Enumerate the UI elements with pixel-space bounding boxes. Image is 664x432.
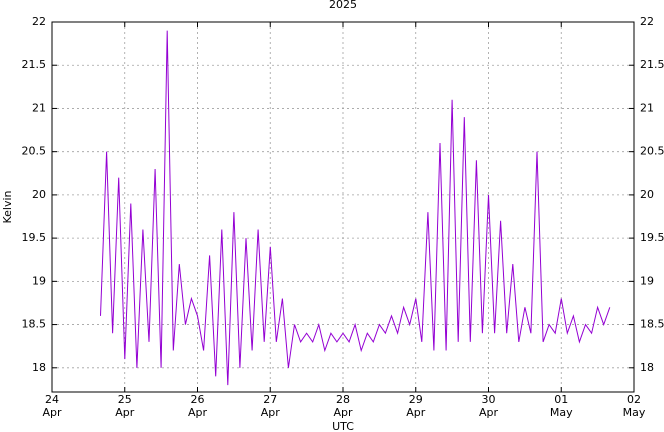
x-tick-label: 27 Apr	[260, 393, 280, 419]
plot-frame	[51, 21, 635, 393]
y-tick-label: 21.5	[22, 58, 47, 71]
y-tick-label: 19.5	[22, 231, 47, 244]
y-tick-label: 18	[32, 361, 46, 374]
y2-tick-label: 19	[640, 274, 654, 287]
y-tick-label: 22	[32, 15, 46, 28]
y-tick-label: 19	[32, 274, 46, 287]
x-tick-label: 29 Apr	[406, 393, 426, 419]
y2-tick-label: 21.5	[640, 58, 664, 71]
y2-tick-label: 18	[640, 361, 654, 374]
y2-tick-label: 20.5	[640, 145, 664, 158]
y-tick-label: 20.5	[22, 145, 47, 158]
y2-tick-label: 18.5	[640, 318, 664, 331]
y-tick-label: 21	[32, 101, 46, 114]
y-axis-label: Kelvin	[1, 190, 14, 223]
y2-tick-label: 21	[640, 101, 654, 114]
x-tick-label: 24 Apr	[42, 393, 62, 419]
x-tick-label: 25 Apr	[115, 393, 135, 419]
x-tick-label: 01 May	[549, 393, 573, 419]
x-axis-label: UTC	[332, 420, 354, 432]
x-tick-label: 26 Apr	[187, 393, 208, 419]
chart-title: 2025	[329, 0, 357, 11]
y2-tick-label: 22	[640, 15, 654, 28]
x-tick-label: 28 Apr	[333, 393, 353, 419]
y2-tick-label: 20	[640, 188, 654, 201]
data-line	[100, 30, 611, 386]
y2-tick-label: 19.5	[640, 231, 664, 244]
x-tick-label: 02 May	[622, 393, 646, 419]
y-tick-label: 18.5	[22, 318, 47, 331]
y-tick-label: 20	[32, 188, 46, 201]
x-tick-label: 30 Apr	[478, 393, 499, 419]
